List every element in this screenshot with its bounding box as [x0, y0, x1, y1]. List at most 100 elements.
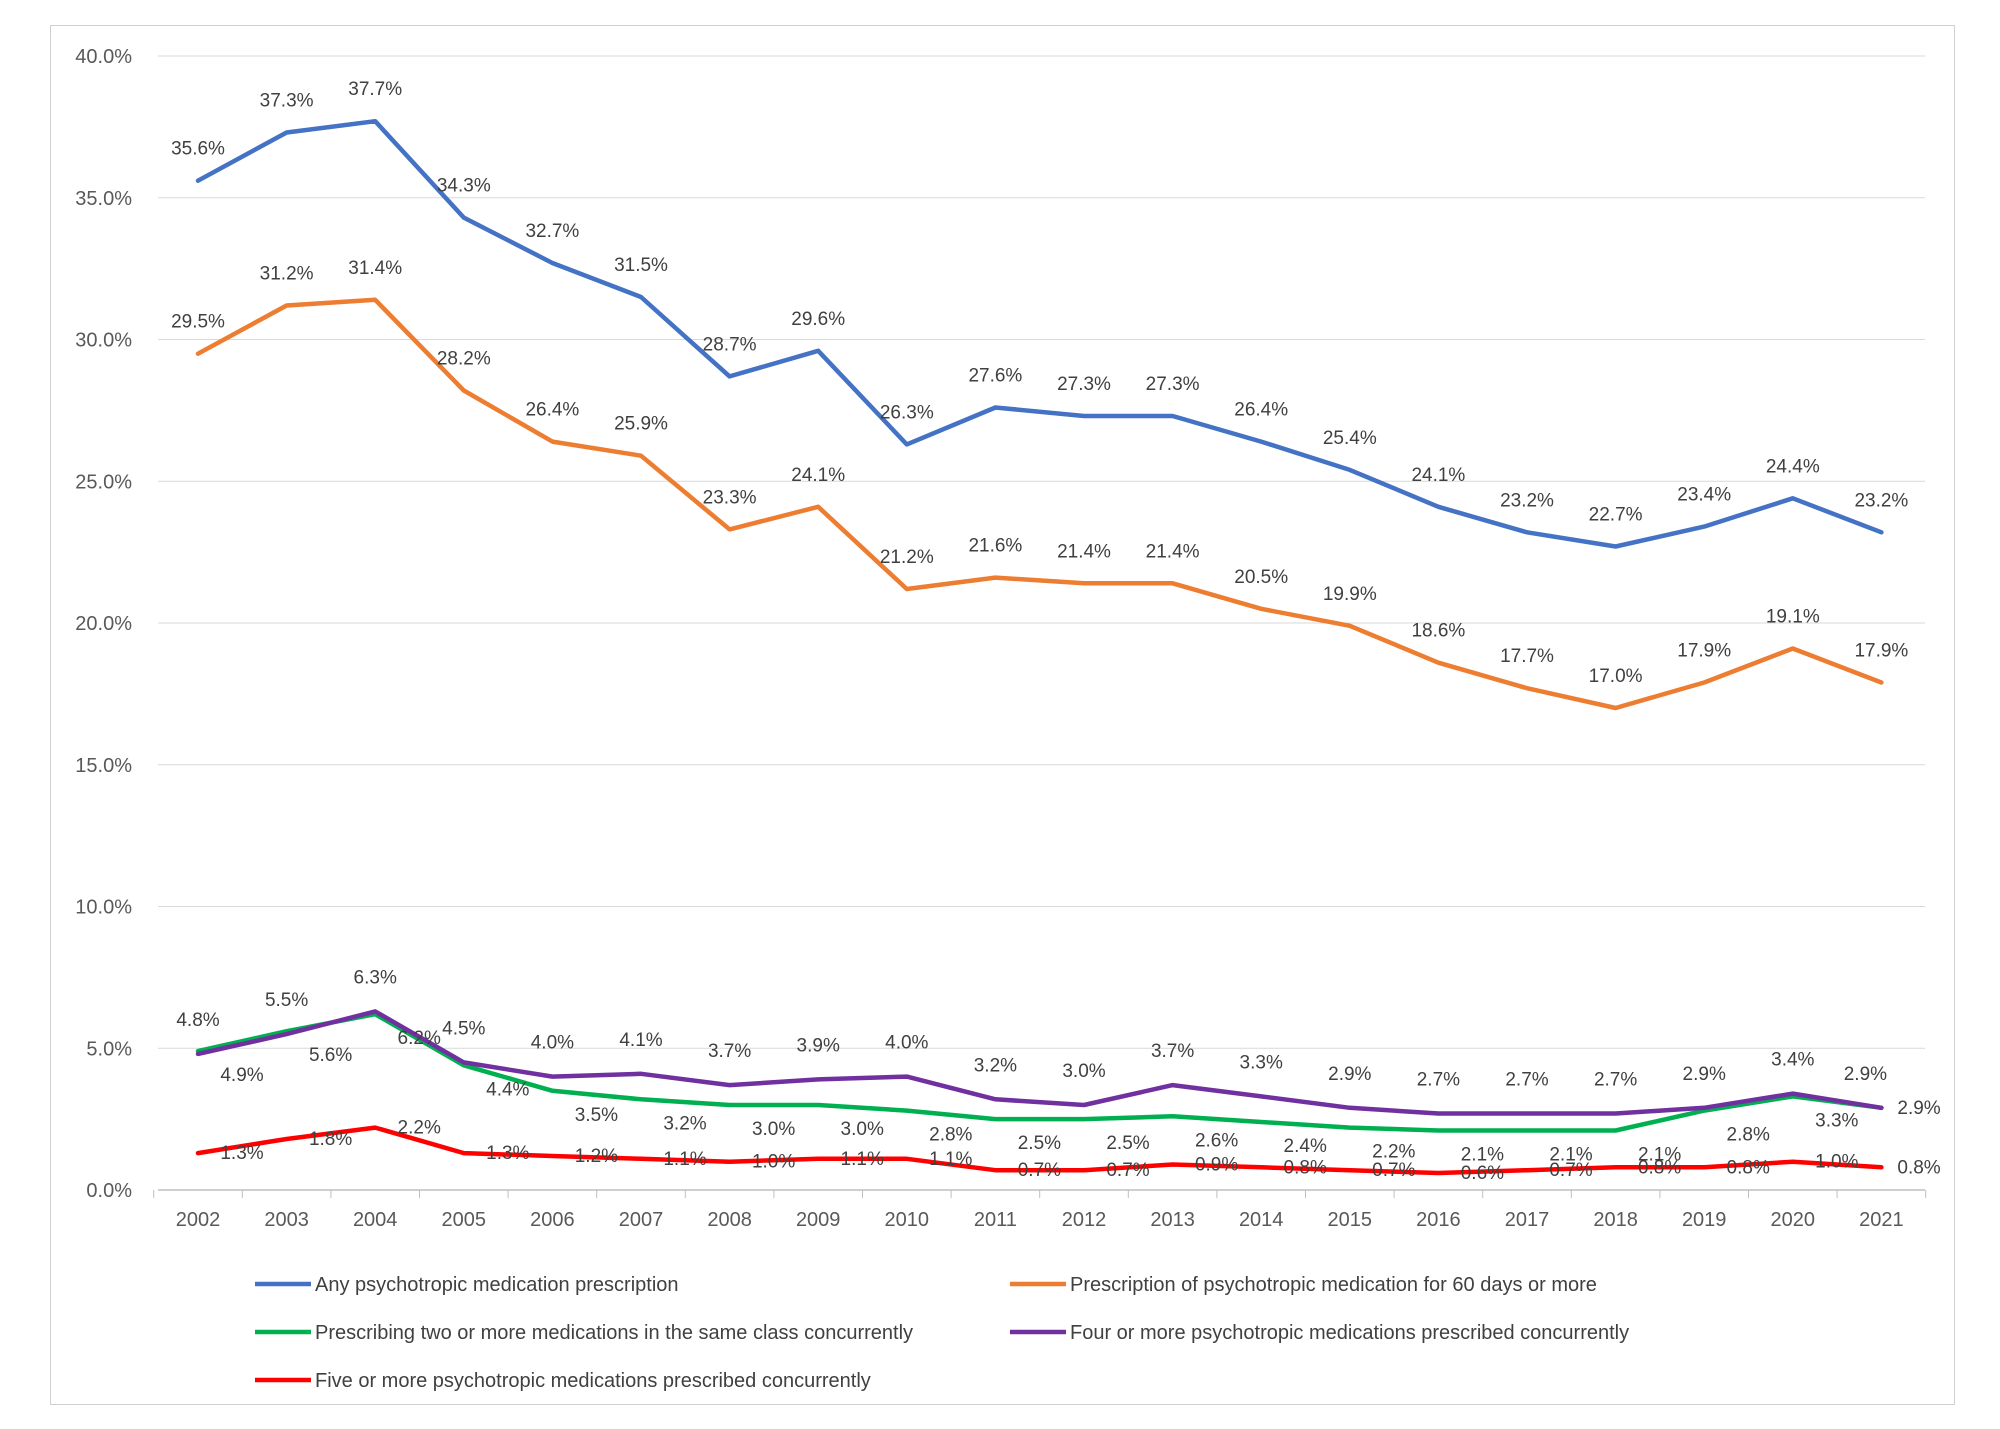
data-label: 2.7% — [1594, 1069, 1637, 1090]
data-label: 29.5% — [171, 312, 225, 333]
data-label: 20.5% — [1234, 567, 1288, 588]
data-label: 2.1% — [1461, 1144, 1504, 1165]
data-label: 37.3% — [260, 91, 314, 112]
legend: Any psychotropic medication prescription… — [255, 1274, 1629, 1392]
x-tick-label: 2020 — [1771, 1209, 1816, 1231]
data-label: 1.1% — [841, 1149, 884, 1170]
y-tick-label: 10.0% — [75, 897, 132, 919]
data-label: 2.9% — [1328, 1064, 1371, 1085]
data-label: 23.4% — [1677, 485, 1731, 506]
data-label: 3.3% — [1815, 1110, 1858, 1131]
data-label: 3.0% — [841, 1119, 884, 1140]
x-tick-label: 2003 — [264, 1209, 309, 1231]
data-label: 19.1% — [1766, 607, 1820, 628]
data-label: 3.7% — [1151, 1041, 1194, 1062]
data-label: 18.6% — [1411, 621, 1465, 642]
data-label: 31.4% — [348, 258, 402, 279]
data-label: 3.9% — [797, 1035, 840, 1056]
data-label: 4.1% — [619, 1030, 662, 1051]
series-line-3 — [195, 1011, 1884, 1133]
legend-label: Any psychotropic medication prescription — [315, 1274, 679, 1296]
data-label: 5.6% — [309, 1045, 352, 1066]
x-tick-label: 2019 — [1682, 1209, 1727, 1231]
x-tick-label: 2018 — [1593, 1209, 1638, 1231]
data-label: 28.2% — [437, 349, 491, 370]
data-label: 23.3% — [703, 487, 757, 508]
y-tick-label: 15.0% — [75, 755, 132, 777]
data-label: 0.8% — [1727, 1157, 1770, 1178]
x-tick-label: 2017 — [1505, 1209, 1550, 1231]
data-label: 2.9% — [1844, 1064, 1887, 1085]
data-label: 3.0% — [752, 1119, 795, 1140]
data-label: 0.9% — [1195, 1154, 1238, 1175]
data-label: 3.7% — [708, 1041, 751, 1062]
x-tick-label: 2015 — [1328, 1209, 1373, 1231]
data-label: 6.3% — [354, 967, 397, 988]
data-label: 3.5% — [575, 1105, 618, 1126]
data-label: 2.8% — [1727, 1125, 1770, 1146]
series-line-1 — [195, 118, 1884, 549]
data-label: 17.9% — [1854, 641, 1908, 662]
data-label: 17.7% — [1500, 646, 1554, 667]
data-label: 27.6% — [968, 366, 1022, 387]
data-label: 17.9% — [1677, 641, 1731, 662]
chart-frame — [50, 25, 1955, 1405]
data-label: 1.3% — [220, 1143, 263, 1164]
data-label: 2.2% — [1372, 1142, 1415, 1163]
y-tick-label: 0.0% — [86, 1180, 132, 1202]
x-tick-label: 2012 — [1062, 1209, 1107, 1231]
data-label: 21.4% — [1057, 541, 1111, 562]
x-tick-label: 2016 — [1416, 1209, 1461, 1231]
data-label: 34.3% — [437, 176, 491, 197]
data-label: 6.2% — [398, 1028, 441, 1049]
series-line-4 — [195, 1009, 1884, 1116]
data-label: 1.1% — [663, 1149, 706, 1170]
data-label: 23.2% — [1500, 490, 1554, 511]
x-tick-label: 2009 — [796, 1209, 841, 1231]
x-tick-label: 2006 — [530, 1209, 575, 1231]
data-label: 2.6% — [1195, 1130, 1238, 1151]
legend-label: Five or more psychotropic medications pr… — [315, 1370, 871, 1392]
data-label: 2.8% — [929, 1125, 972, 1146]
y-tick-label: 35.0% — [75, 188, 132, 210]
data-label: 1.3% — [486, 1143, 529, 1164]
x-tick-label: 2007 — [619, 1209, 664, 1231]
data-label: 21.2% — [880, 547, 934, 568]
data-label: 4.0% — [885, 1033, 928, 1054]
legend-label: Prescription of psychotropic medication … — [1070, 1274, 1597, 1296]
x-tick-label: 2013 — [1150, 1209, 1195, 1231]
data-label: 21.4% — [1146, 541, 1200, 562]
data-label: 24.1% — [1411, 465, 1465, 486]
y-tick-label: 30.0% — [75, 330, 132, 352]
data-label: 0.7% — [1549, 1160, 1592, 1181]
data-label: 1.0% — [1815, 1152, 1858, 1173]
data-label: 2.2% — [398, 1118, 441, 1139]
x-tick-label: 2008 — [707, 1209, 752, 1231]
data-label: 2.1% — [1638, 1144, 1681, 1165]
data-labels: 35.6% 37.3% 37.7% 34.3% 32.7% 31.5% 28.7% 29.6%… — [171, 79, 1941, 1184]
gridlines — [158, 55, 1925, 1191]
data-label: 2.1% — [1549, 1144, 1592, 1165]
y-axis: 0.0% 5.0% 10.0% 15.0% 20.0% 25.0% 30.0% 35.0% 40… — [75, 46, 132, 1202]
data-label: 2.5% — [1106, 1133, 1149, 1154]
data-label: 35.6% — [171, 139, 225, 160]
x-axis: 2002 2003 2004 2005 2006 2007 2008 2009 2010 2011… — [153, 1190, 1927, 1231]
data-label: 3.4% — [1771, 1050, 1814, 1071]
data-label: 3.2% — [663, 1113, 706, 1134]
x-tick-label: 2005 — [442, 1209, 487, 1231]
data-label: 4.4% — [486, 1079, 529, 1100]
data-label: 24.4% — [1766, 456, 1820, 477]
data-label: 1.0% — [752, 1152, 795, 1173]
series-line-2 — [195, 297, 1884, 711]
x-tick-label: 2014 — [1239, 1209, 1284, 1231]
data-label: 3.3% — [1240, 1052, 1283, 1073]
data-label: 28.7% — [703, 334, 757, 355]
data-label: 23.2% — [1854, 490, 1908, 511]
data-label: 4.8% — [176, 1010, 219, 1031]
legend-label: Prescribing two or more medications in t… — [315, 1322, 913, 1344]
data-label: 2.9% — [1683, 1064, 1726, 1085]
data-label: 2.5% — [1018, 1133, 1061, 1154]
data-label: 19.9% — [1323, 584, 1377, 605]
data-label: 1.1% — [929, 1149, 972, 1170]
